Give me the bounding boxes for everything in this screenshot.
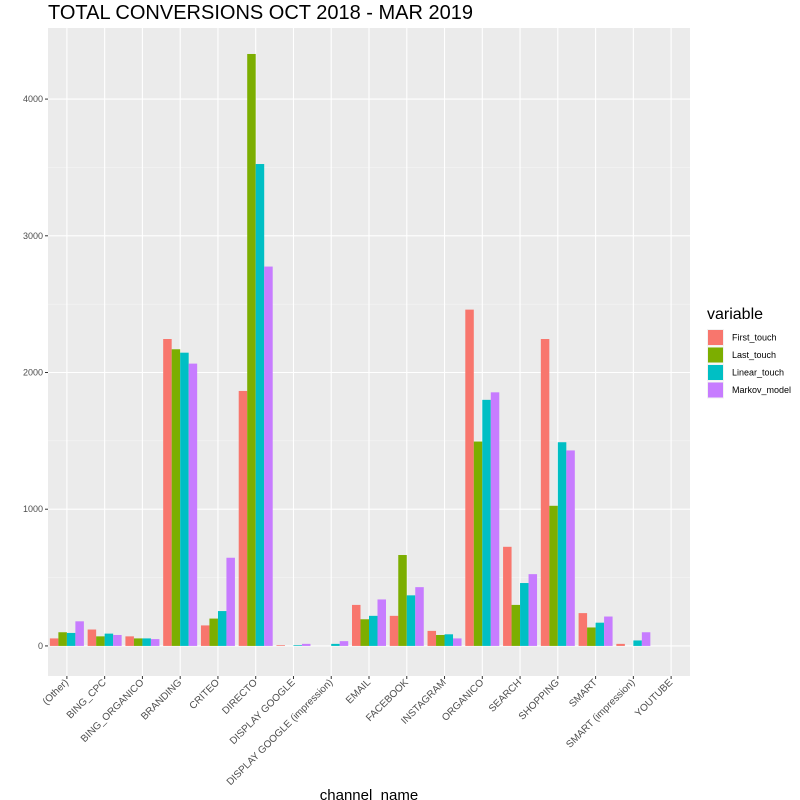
bar-Last_touch-8 [360,619,369,646]
bar-Linear_touch-0 [66,632,76,646]
legend-key-Markov_model [708,382,723,398]
bar-First_touch-5 [238,390,248,646]
x-axis-title: channel_name [320,787,418,800]
bar-Markov_model-14 [604,616,613,646]
bar-Last_touch-3 [171,349,181,646]
bar-Last_touch-4 [209,618,218,646]
bar-Markov_model-0 [75,621,84,646]
bar-First_touch-12 [503,546,512,646]
legend-key-First_touch [708,330,723,345]
bar-Markov_model-11 [490,392,500,646]
y-axis-ticks: 0 1000 2000 3000 4000 [23,94,48,651]
legend-label-Linear_touch: Linear_touch [732,368,784,378]
x-tick-label: SEARCH [487,677,524,714]
x-tick-label: BING_ORGANICO [79,677,147,745]
bar-Markov_model-3 [188,363,198,646]
bar-First_touch-15 [616,643,625,646]
bar-First_touch-10 [427,630,437,646]
bar-First_touch-11 [465,309,474,646]
bar-Linear_touch-12 [520,583,529,646]
legend-label-Last_touch: Last_touch [732,350,776,360]
y-tick-label: 4000 [23,94,43,104]
bar-Linear_touch-14 [595,622,605,646]
bar-Markov_model-12 [528,574,538,646]
x-tick-label: DIRECTO [220,677,260,717]
legend-label-First_touch: First_touch [732,333,777,343]
bar-Linear_touch-4 [217,611,227,646]
x-tick-label: SMART (impression) [564,677,637,750]
bar-Markov_model-2 [150,639,160,646]
bar-First_touch-13 [540,339,550,646]
bar-Linear_touch-13 [557,442,567,646]
bar-Last_touch-0 [58,632,67,646]
chart-title: TOTAL CONVERSIONS OCT 2018 - MAR 2019 [48,2,473,24]
y-tick-label: 1000 [23,504,43,514]
x-tick-label: YOUTUBE [633,677,675,719]
bar-First_touch-9 [389,615,399,646]
bar-First_touch-1 [87,629,97,646]
legend-key-Last_touch [708,347,723,363]
bar-Markov_model-4 [226,557,235,646]
bar-Markov_model-1 [113,634,122,646]
bar-Linear_touch-11 [482,399,491,646]
x-tick-label: SMART [567,677,599,709]
bar-Linear_touch-8 [369,615,378,646]
bar-Markov_model-7 [339,641,349,646]
bar-First_touch-6 [276,645,285,646]
bar-Last_touch-13 [549,505,558,646]
bar-Linear_touch-7 [331,643,340,646]
legend-key-Linear_touch [708,365,723,380]
bar-Linear_touch-3 [180,352,189,646]
bar-Last_touch-10 [436,634,445,646]
bar-Linear_touch-5 [255,164,265,646]
bar-First_touch-2 [125,636,134,646]
bar-Linear_touch-2 [142,638,151,646]
legend-label-Markov_model: Markov_model [732,385,791,395]
bar-Markov_model-9 [415,587,424,646]
bar-Linear_touch-9 [406,595,416,646]
bar-Linear_touch-1 [104,633,114,646]
y-tick-label: 2000 [23,368,43,378]
bar-Markov_model-5 [264,266,273,646]
y-tick-label: 3000 [23,231,43,241]
bar-Last_touch-14 [587,627,596,646]
bar-Last_touch-12 [511,604,521,646]
x-tick-label: (Other) [41,677,71,707]
x-tick-label: CRITEO [188,677,223,712]
x-tick-label: BRANDING [139,677,184,722]
bar-Last_touch-1 [96,636,105,646]
bar-Last_touch-5 [247,53,256,646]
bars [49,53,651,646]
bar-Markov_model-8 [377,599,386,646]
bar-Markov_model-15 [641,632,651,646]
bar-Markov_model-6 [301,643,311,646]
legend-title: variable [707,306,763,323]
x-tick-label: EMAIL [344,677,373,706]
bar-Markov_model-13 [566,450,575,646]
bar-First_touch-14 [578,613,588,646]
bar-Last_touch-9 [398,555,407,646]
bar-Last_touch-2 [133,638,143,646]
bar-First_touch-3 [163,339,172,646]
bar-First_touch-8 [352,604,361,646]
bar-First_touch-4 [200,625,210,646]
bar-Linear_touch-10 [444,634,454,646]
bar-First_touch-0 [49,638,59,646]
x-tick-label: SHOPPING [517,677,562,722]
bar-Markov_model-10 [453,638,462,646]
y-tick-label: 0 [38,641,43,651]
bar-Linear_touch-6 [293,645,302,646]
bar-Last_touch-11 [473,441,483,646]
bar-Linear_touch-15 [633,640,642,646]
x-tick-label: DISPLAY GOOGLE [228,677,298,747]
legend: variable First_touch Last_touch Linear_tou… [707,306,791,399]
